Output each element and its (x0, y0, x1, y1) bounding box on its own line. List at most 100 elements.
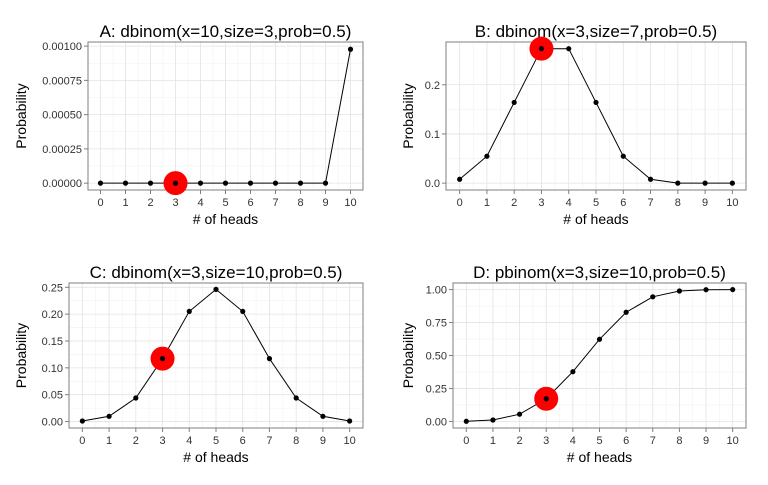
x-tick-label: 1 (122, 197, 128, 209)
y-tick-label: 0.0 (425, 178, 440, 190)
data-point (297, 180, 304, 186)
x-tick-label: 6 (240, 435, 246, 447)
data-point (623, 309, 629, 315)
data-point (543, 396, 549, 402)
chart-title: C: dbinom(x=3,size=10,prob=0.5) (90, 263, 343, 282)
y-tick-label: 0.00100 (42, 41, 82, 53)
data-point (620, 153, 626, 159)
data-point (511, 99, 517, 106)
x-tick-label: 3 (543, 435, 549, 447)
y-axis-label: Probability (400, 83, 416, 148)
data-point (106, 413, 112, 419)
data-point (320, 413, 326, 419)
x-tick-label: 6 (620, 197, 626, 209)
x-tick-label: 8 (293, 435, 299, 447)
x-tick-label: 10 (344, 435, 356, 447)
data-point (566, 46, 572, 52)
data-point (676, 288, 683, 294)
y-tick-label: 0.00 (426, 416, 447, 428)
data-point (222, 180, 229, 186)
data-point (272, 180, 279, 186)
x-tick-label: 1 (484, 197, 490, 209)
y-tick-label: 0.25 (426, 383, 447, 395)
y-tick-label: 0.1 (425, 129, 440, 141)
data-point (186, 308, 192, 315)
x-tick-label: 7 (650, 435, 656, 447)
x-tick-label: 9 (703, 435, 709, 447)
data-point (702, 180, 708, 186)
x-tick-label: 5 (213, 435, 219, 447)
data-point (347, 46, 354, 52)
data-point (703, 287, 709, 293)
x-tick-label: 5 (593, 197, 599, 209)
x-tick-label: 2 (511, 197, 517, 209)
y-axis-label: Probability (13, 83, 29, 148)
data-point (538, 46, 545, 52)
x-tick-label: 5 (222, 197, 228, 209)
y-axis-label: Probability (13, 323, 29, 388)
x-tick-label: 3 (538, 197, 544, 209)
data-point (729, 180, 735, 186)
x-tick-label: 7 (647, 197, 653, 209)
x-tick-label: 10 (344, 197, 356, 209)
data-point (147, 180, 154, 186)
x-tick-label: 7 (272, 197, 278, 209)
data-point (647, 176, 654, 182)
data-point (266, 356, 273, 362)
x-tick-label: 9 (320, 435, 326, 447)
y-tick-label: 1.00 (426, 285, 447, 297)
data-point (516, 411, 523, 417)
data-point (650, 294, 656, 300)
x-tick-label: 0 (457, 197, 463, 209)
x-tick-label: 2 (517, 435, 523, 447)
y-axis-label: Probability (400, 323, 416, 388)
y-tick-label: 0.25 (42, 282, 63, 294)
x-tick-label: 3 (159, 435, 165, 447)
x-tick-label: 8 (297, 197, 303, 209)
y-tick-label: 0.00050 (42, 110, 82, 122)
data-point (197, 180, 204, 186)
chart-title: D: pbinom(x=3,size=10,prob=0.5) (473, 263, 726, 282)
y-tick-label: 0.20 (42, 309, 63, 321)
data-point (240, 308, 246, 315)
data-point (159, 356, 166, 362)
x-tick-label: 5 (596, 435, 602, 447)
x-tick-label: 6 (623, 435, 629, 447)
x-tick-label: 4 (570, 435, 576, 447)
chart-title: A: dbinom(x=10,size=3,prob=0.5) (100, 22, 352, 41)
y-tick-label: 0.00075 (42, 75, 82, 87)
chart-title: B: dbinom(x=3,size=7,prob=0.5) (475, 22, 717, 41)
data-point (172, 180, 179, 186)
x-tick-label: 0 (97, 197, 103, 209)
x-tick-label: 8 (676, 435, 682, 447)
y-tick-label: 0.10 (42, 363, 63, 375)
y-tick-label: 0.00000 (42, 178, 82, 190)
data-point (675, 180, 681, 186)
data-point (347, 418, 353, 424)
y-tick-label: 0.05 (42, 390, 63, 402)
data-point (97, 180, 104, 186)
x-tick-label: 10 (726, 197, 738, 209)
chart-panel-4: 0.00 0.25 0.50 0.75 1.00 0 1 2 3 4 5 6 7 8 9 10 D: pbino… (400, 263, 747, 465)
x-tick-label: 4 (186, 435, 192, 447)
chart-panel-3: 0.00 0.05 0.10 0.15 0.20 0.25 0 1 2 3 4 5 6 7 8 9 10 C: d… (13, 263, 364, 465)
data-point (596, 336, 603, 342)
x-axis-label: # of heads (193, 211, 258, 227)
x-tick-label: 4 (566, 197, 572, 209)
chart-panel-2: 0.0 0.1 0.2 0 1 2 3 4 5 6 7 8 9 10 B: dbinom(x=3,size=… (400, 22, 747, 227)
x-tick-label: 9 (322, 197, 328, 209)
x-tick-label: 10 (727, 435, 739, 447)
x-tick-label: 4 (197, 197, 203, 209)
data-point (490, 417, 496, 423)
data-point (322, 180, 329, 186)
x-tick-label: 7 (266, 435, 272, 447)
y-tick-label: 0.2 (425, 80, 440, 92)
data-point (79, 418, 85, 424)
data-point (247, 180, 254, 186)
x-tick-label: 2 (133, 435, 139, 447)
x-tick-label: 1 (490, 435, 496, 447)
x-tick-label: 2 (147, 197, 153, 209)
x-axis-label: # of heads (563, 211, 628, 227)
data-point (122, 180, 129, 186)
